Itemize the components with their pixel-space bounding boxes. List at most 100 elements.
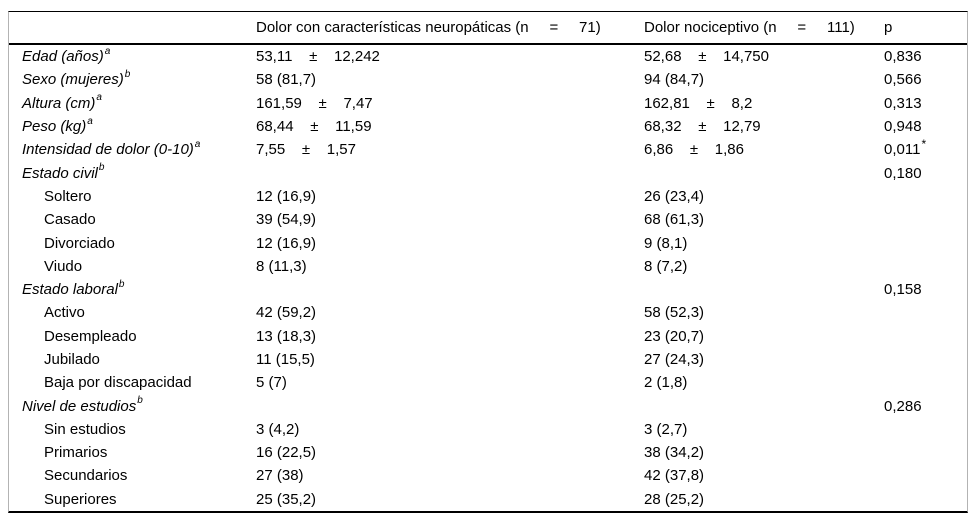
cell-p-value [884, 231, 967, 254]
p-value-text: 0,011 [884, 141, 921, 159]
row-label: Divorciado [9, 231, 256, 254]
cell-p-value [884, 464, 967, 487]
cell-neuropathic-value: 3 (4,2) [256, 420, 300, 438]
header-neuropathic-group: Dolor con características neuropáticas (… [256, 19, 601, 36]
cell-neuropathic-value [256, 278, 644, 301]
footnote-marker: b [137, 395, 143, 407]
table-row: Sin estudios 3 (4,2) 3 (2,7) [9, 418, 967, 441]
cell-p-value: 0,158 [884, 278, 967, 301]
table-row: Altura (cm) a 161,59 ± 7,47 162,81 ± 8,2 … [9, 92, 967, 115]
cell-p-value [884, 301, 967, 324]
row-label: Desempleado [9, 325, 256, 348]
row-label-text: Activo [44, 304, 85, 322]
cell-nociceptive-value: 162,81 ± 8,2 [644, 94, 753, 112]
cell-p-value: 0,948 [884, 115, 967, 138]
cell-nociceptive-value: 38 (34,2) [644, 444, 705, 462]
row-label-text: Viudo [44, 257, 83, 275]
cell-p-value: 0,313 [884, 92, 967, 115]
cell-p-value [884, 255, 967, 278]
row-label-text: Jubilado [44, 351, 100, 368]
cell-neuropathic-value [256, 394, 644, 417]
cell-p-value [884, 185, 967, 208]
cell-neuropathic-value: 16 (22,5) [256, 444, 317, 462]
row-label-text: Sin estudios [44, 420, 126, 438]
cell-neuropathic-value: 39 (54,9) [256, 211, 317, 229]
row-label-text: Nivel de estudios [22, 397, 137, 415]
p-value-text: 0,836 [884, 48, 922, 66]
row-label: Baja por discapacidad [9, 371, 256, 394]
cell-nociceptive-value: 58 (52,3) [644, 304, 705, 322]
cell-p-value [884, 371, 967, 394]
cell-neuropathic-value: 161,59 ± 7,47 [256, 94, 373, 112]
cell-neuropathic-value: 11 (15,5) [256, 351, 315, 368]
row-label-text: Sexo (mujeres) [22, 71, 124, 89]
row-label-text: Altura (cm) [22, 94, 96, 112]
cell-neuropathic-value: 7,55 ± 1,57 [256, 141, 356, 159]
cell-p-value: 0,286 [884, 394, 967, 417]
cell-neuropathic-value: 8 (11,3) [256, 257, 307, 275]
table-row: Desempleado 13 (18,3) 23 (20,7) [9, 325, 967, 348]
row-label: Viudo [9, 255, 256, 278]
table-row: Divorciado 12 (16,9) 9 (8,1) [9, 231, 967, 254]
row-label: Superiores [9, 488, 256, 511]
cell-neuropathic-value: 25 (35,2) [256, 490, 317, 508]
table-row: Secundarios 27 (38) 42 (37,8) [9, 464, 967, 487]
significance-asterisk: * [921, 136, 927, 151]
row-label-text: Soltero [44, 187, 92, 205]
row-label-text: Casado [44, 211, 96, 229]
footnote-marker: b [118, 278, 125, 290]
table-row: Primarios 16 (22,5) 38 (34,2) [9, 441, 967, 464]
cell-neuropathic-value: 42 (59,2) [256, 304, 317, 322]
row-label: Estado civil b [9, 161, 256, 184]
footnote-marker: a [96, 92, 102, 104]
row-label: Peso (kg) a [9, 115, 256, 138]
p-value-text: 0,158 [884, 281, 922, 299]
table-row: Intensidad de dolor (0-10) a 7,55 ± 1,57 … [9, 138, 967, 161]
cell-p-value [884, 418, 967, 441]
cell-nociceptive-value [644, 278, 884, 301]
cell-nociceptive-value: 3 (2,7) [644, 420, 688, 438]
header-nociceptive-group: Dolor nociceptivo (n = 111) [644, 19, 855, 36]
row-label-text: Secundarios [44, 467, 128, 485]
table-row: Viudo 8 (11,3) 8 (7,2) [9, 255, 967, 278]
table-row: Casado 39 (54,9) 68 (61,3) [9, 208, 967, 231]
cell-neuropathic-value: 68,44 ± 11,59 [256, 118, 372, 136]
cell-neuropathic-value: 13 (18,3) [256, 327, 317, 345]
table-row: Nivel de estudios b 0,286 [9, 394, 967, 417]
cell-neuropathic-value [256, 161, 644, 184]
cell-p-value [884, 441, 967, 464]
table-row: Edad (años) a 53,11 ± 12,242 52,68 ± 14,7… [9, 45, 967, 68]
row-label: Estado laboral b [9, 278, 256, 301]
row-label-text: Estado laboral [22, 281, 118, 299]
cell-nociceptive-value: 28 (25,2) [644, 490, 705, 508]
cell-neuropathic-value: 53,11 ± 12,242 [256, 48, 380, 66]
row-label: Sin estudios [9, 418, 256, 441]
cell-nociceptive-value: 52,68 ± 14,750 [644, 48, 769, 66]
row-label: Altura (cm) a [9, 92, 256, 115]
row-label: Soltero [9, 185, 256, 208]
footnote-marker: a [104, 45, 111, 57]
p-value-text: 0,180 [884, 164, 922, 182]
cell-nociceptive-value: 2 (1,8) [644, 374, 688, 392]
table-header-row: Dolor con características neuropáticas (… [9, 12, 967, 45]
cell-nociceptive-value: 8 (7,2) [644, 257, 688, 275]
cell-neuropathic-value: 5 (7) [256, 374, 287, 392]
footnote-marker: a [87, 115, 93, 127]
table-row: Jubilado 11 (15,5) 27 (24,3) [9, 348, 967, 371]
p-value-text: 0,313 [884, 94, 922, 112]
cell-p-value [884, 348, 967, 371]
row-label: Casado [9, 208, 256, 231]
cell-nociceptive-value [644, 394, 884, 417]
row-label-text: Baja por discapacidad [44, 374, 192, 392]
table-row: Superiores 25 (35,2) 28 (25,2) [9, 488, 967, 511]
demographics-comparison-table: Dolor con características neuropáticas (… [8, 11, 968, 513]
cell-nociceptive-value: 68 (61,3) [644, 211, 705, 229]
cell-p-value: 0,011 * [884, 138, 967, 161]
cell-p-value: 0,566 [884, 68, 967, 91]
cell-neuropathic-value: 58 (81,7) [256, 71, 317, 89]
row-label: Secundarios [9, 464, 256, 487]
cell-p-value [884, 208, 967, 231]
cell-nociceptive-value: 23 (20,7) [644, 327, 705, 345]
cell-nociceptive-value [644, 161, 884, 184]
